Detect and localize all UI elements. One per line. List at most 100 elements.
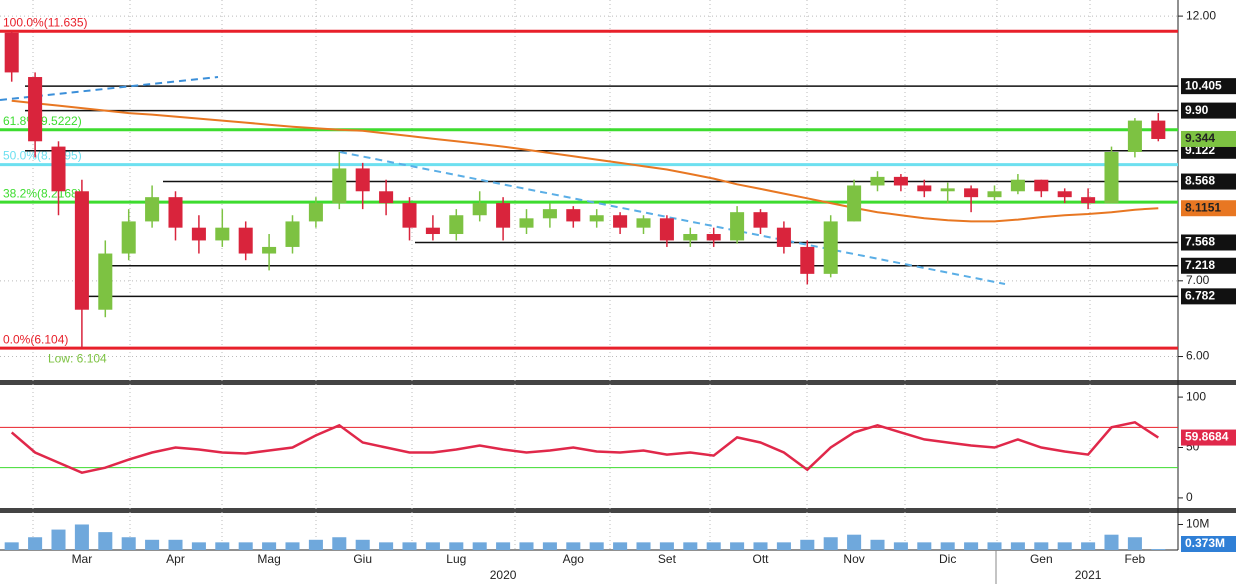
candle-body xyxy=(1127,120,1142,152)
candle-body xyxy=(402,203,417,228)
x-tick-label: Ago xyxy=(563,552,585,566)
volume-bar xyxy=(1081,542,1096,550)
last-price-label: 9.344 xyxy=(1185,131,1215,145)
volume-bar xyxy=(776,542,791,550)
volume-bar xyxy=(449,542,464,550)
x-tick-label: Lug xyxy=(446,552,466,566)
volume-bar xyxy=(659,542,674,550)
volume-bar xyxy=(683,542,698,550)
candle-body xyxy=(706,234,721,241)
volume-bar xyxy=(28,537,43,550)
candle-body xyxy=(870,176,885,186)
volume-bar xyxy=(566,542,581,550)
last-price-label-box xyxy=(1181,130,1236,147)
volume-bar xyxy=(940,542,955,550)
candle-body xyxy=(964,188,979,198)
candle-body xyxy=(28,77,43,142)
volume-bar xyxy=(425,542,440,550)
volume-bar xyxy=(4,542,19,550)
level-label: 9.90 xyxy=(1185,103,1209,117)
rsi-line xyxy=(10,420,1159,475)
fib-label: 0.0%(6.104) xyxy=(3,332,68,346)
rsi-last-label-box xyxy=(1181,429,1236,446)
candle-body xyxy=(1057,191,1072,198)
candle-body xyxy=(449,215,464,235)
x-tick-label: Gen xyxy=(1030,552,1053,566)
candle-body xyxy=(168,197,183,228)
volume-bar xyxy=(285,542,300,550)
volume-bar xyxy=(402,542,417,550)
volume-bar xyxy=(870,539,885,550)
level-label-box xyxy=(1181,173,1236,190)
level-label-box xyxy=(1181,78,1236,95)
volume-bar xyxy=(308,539,323,550)
x-tick-label: Nov xyxy=(843,552,864,566)
candle-body xyxy=(893,176,908,186)
volume-bar xyxy=(917,542,932,550)
moving-average xyxy=(11,99,1159,223)
level-label: 6.782 xyxy=(1185,289,1215,303)
candle-body xyxy=(238,227,253,254)
volume-bar xyxy=(1127,537,1142,550)
volume-bar xyxy=(987,542,1002,550)
panel-separator xyxy=(0,508,1236,513)
x-tick-label: Set xyxy=(658,552,677,566)
x-tick-label: Mag xyxy=(257,552,280,566)
year-label: 2020 xyxy=(490,568,517,582)
candle-body xyxy=(659,218,674,241)
candle-body xyxy=(800,246,815,274)
volume-bar xyxy=(121,537,136,550)
volume-bar xyxy=(753,542,768,550)
candle-body xyxy=(589,215,604,222)
y-tick-label: 100 xyxy=(1186,389,1206,403)
fib-label: 61.8%(9.5222) xyxy=(3,114,82,128)
volume-bar xyxy=(379,542,394,550)
candle-body xyxy=(613,215,628,228)
volume-bar xyxy=(800,539,815,550)
candle-body xyxy=(472,203,487,216)
volume-bar xyxy=(215,542,230,550)
year-label: 2021 xyxy=(1075,568,1102,582)
x-tick-label: Ott xyxy=(752,552,769,566)
candle-body xyxy=(1034,179,1049,192)
panel-separator xyxy=(0,380,1236,385)
volume-bar xyxy=(74,524,89,550)
candle-body xyxy=(425,227,440,235)
y-tick-label: 12.00 xyxy=(1186,8,1216,22)
volume-bar xyxy=(1057,542,1072,550)
candle-body xyxy=(940,188,955,192)
candle-body xyxy=(191,227,206,241)
candle-body xyxy=(355,168,370,192)
low-label: Low: 6.104 xyxy=(48,351,107,365)
candle-body xyxy=(542,209,557,219)
x-tick-label: Dic xyxy=(939,552,956,566)
volume-bar xyxy=(519,542,534,550)
candle-body xyxy=(496,203,511,228)
y-tick-label: 7.00 xyxy=(1186,273,1210,287)
candle-body xyxy=(262,246,277,254)
candle-body xyxy=(98,253,113,310)
candle-body xyxy=(636,218,651,228)
candle-body xyxy=(4,32,19,73)
candle-body xyxy=(776,227,791,247)
volume-bar xyxy=(355,539,370,550)
rsi-last-label: 59.8684 xyxy=(1185,430,1229,444)
candle-body xyxy=(753,212,768,228)
level-label: 7.218 xyxy=(1185,258,1215,272)
volume-bar xyxy=(168,539,183,550)
candle-body xyxy=(51,146,66,192)
level-label-box xyxy=(1181,102,1236,119)
volume-bar xyxy=(893,542,908,550)
candle-body xyxy=(566,209,581,222)
fib-label: 100.0%(11.635) xyxy=(3,15,88,29)
candle-body xyxy=(917,185,932,192)
volume-bar xyxy=(706,542,721,550)
volume-bar xyxy=(496,542,511,550)
volume-bar xyxy=(613,542,628,550)
candle-body xyxy=(379,191,394,204)
y-tick-label: 0 xyxy=(1186,490,1193,504)
volume-bar xyxy=(823,537,838,550)
volume-bar xyxy=(145,539,160,550)
volume-bar xyxy=(636,542,651,550)
